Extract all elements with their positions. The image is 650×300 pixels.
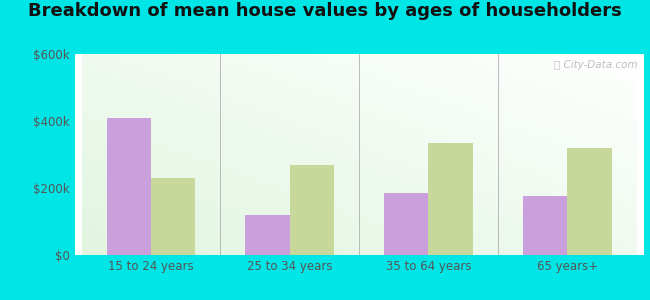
Bar [567,148,612,255]
Bar [151,178,196,255]
Bar [428,143,473,255]
Bar [246,215,290,255]
Text: ⓘ City-Data.com: ⓘ City-Data.com [554,60,638,70]
Bar [384,193,428,255]
Bar [523,196,567,255]
Bar [107,118,151,255]
Text: Breakdown of mean house values by ages of householders: Breakdown of mean house values by ages o… [28,2,622,20]
Bar [290,164,334,255]
